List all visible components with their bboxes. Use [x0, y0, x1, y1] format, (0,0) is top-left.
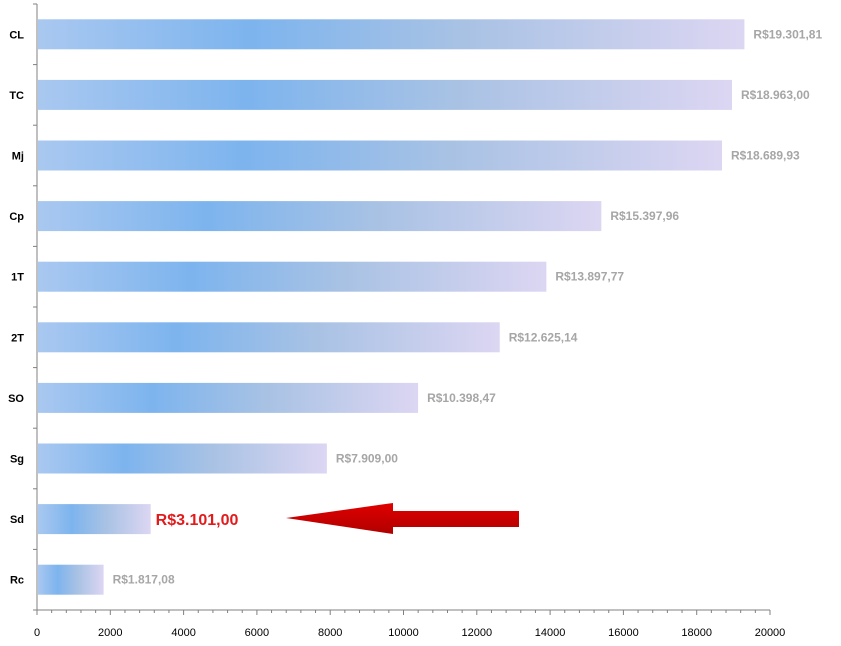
x-tick-label: 8000	[318, 627, 342, 639]
category-label: SO	[8, 393, 24, 405]
data-label: R$18.963,00	[741, 88, 810, 102]
bar-2t	[38, 322, 500, 353]
data-labels: R$19.301,81 R$18.963,00 R$18.689,93 R$15.39…	[113, 27, 823, 586]
axes-group	[33, 3, 771, 615]
bar-cl	[38, 19, 745, 50]
x-tick-label: 18000	[681, 627, 712, 639]
data-label-highlight: R$3.101,00	[156, 512, 239, 529]
bar-tc	[38, 79, 732, 110]
data-label: R$18.689,93	[731, 149, 800, 163]
category-label: Sg	[10, 454, 24, 466]
category-label: Sd	[10, 514, 24, 526]
x-tick-label: 12000	[462, 627, 493, 639]
data-label: R$7.909,00	[336, 452, 398, 466]
x-tick-labels: 0 2000 4000 6000 8000 10000 12000 14000 16000 180…	[34, 627, 785, 639]
category-label: Rc	[10, 575, 24, 587]
x-tick-label: 4000	[171, 627, 195, 639]
data-label: R$19.301,81	[753, 27, 822, 41]
x-tick-label: 20000	[755, 627, 786, 639]
data-label: R$15.397,96	[610, 209, 679, 223]
bar-sd	[38, 504, 151, 535]
bar-so	[38, 382, 419, 413]
category-label: TC	[9, 90, 24, 102]
category-label: CL	[9, 29, 24, 41]
x-tick-label: 16000	[608, 627, 639, 639]
category-label: Mj	[12, 151, 24, 163]
data-label: R$10.398,47	[427, 391, 496, 405]
category-label: 2T	[11, 332, 24, 344]
bar-cp	[38, 201, 602, 232]
x-tick-label: 10000	[388, 627, 419, 639]
data-label: R$1.817,08	[113, 573, 175, 587]
bar-sg	[38, 443, 327, 474]
x-tick-label: 14000	[535, 627, 566, 639]
bar-1t	[38, 261, 547, 292]
x-tick-label: 2000	[98, 627, 122, 639]
category-label: Cp	[9, 211, 24, 223]
data-label: R$12.625,14	[509, 330, 578, 344]
category-labels: CL TC Mj Cp 1T 2T SO Sg Sd Rc	[8, 29, 24, 586]
data-label: R$13.897,77	[555, 270, 624, 284]
x-tick-label: 6000	[245, 627, 269, 639]
bars-group	[38, 19, 745, 595]
bar-rc	[38, 564, 104, 595]
highlight-arrow	[286, 503, 519, 534]
category-label: 1T	[11, 272, 24, 284]
bar-mj	[38, 140, 722, 171]
x-tick-label: 0	[34, 627, 40, 639]
